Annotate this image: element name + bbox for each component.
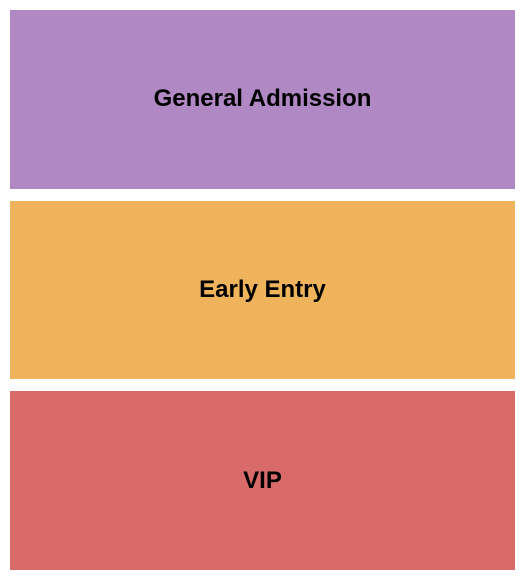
section-label: General Admission	[154, 85, 372, 113]
section-label: VIP	[243, 467, 282, 495]
section-general-admission: General Admission	[10, 10, 515, 189]
section-early-entry: Early Entry	[10, 201, 515, 380]
section-vip: VIP	[10, 391, 515, 570]
seating-chart: General Admission Early Entry VIP	[0, 0, 525, 580]
section-label: Early Entry	[199, 276, 326, 304]
